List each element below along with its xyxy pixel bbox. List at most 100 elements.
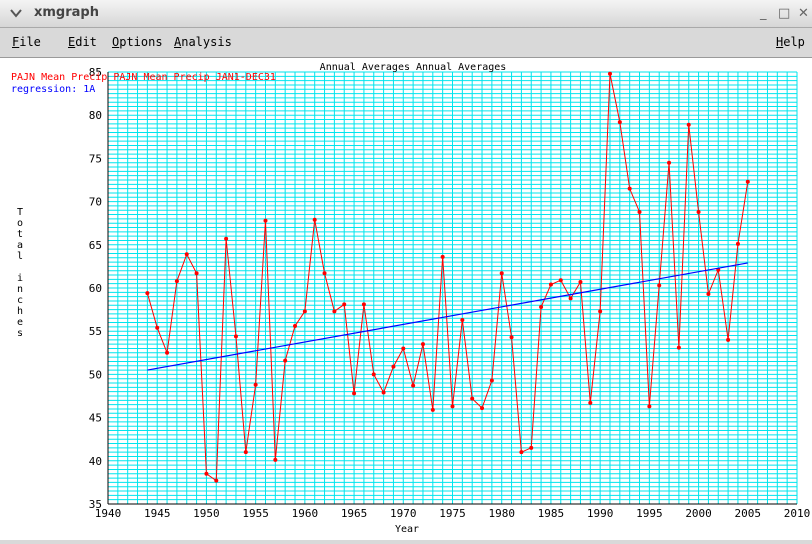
series-point [736,242,740,246]
series-point [746,180,750,184]
x-tick-label: 1995 [636,507,663,520]
series-point [687,123,691,127]
close-button[interactable]: ✕ [798,6,809,21]
window-title: xmgraph [34,5,99,20]
series-point [647,404,651,408]
series-point [519,450,523,454]
series-point [254,383,258,387]
x-tick-label: 1965 [341,507,368,520]
y-axis-label-char: l [17,251,23,262]
series-point [283,359,287,363]
window-titlebar: xmgraph _ □ ✕ [0,0,812,28]
series-point [638,210,642,214]
menu-help[interactable]: Help [776,35,805,49]
series-point [500,271,504,275]
window-menu-icon[interactable] [9,6,23,20]
y-axis-label-char: n [17,284,23,295]
series-point [214,479,218,483]
series-point [559,278,563,282]
series-point [421,342,425,346]
series-point [323,271,327,275]
y-axis-label-char: t [17,229,23,240]
series-point [529,446,533,450]
series-point [155,326,159,330]
series-point [224,237,228,241]
menu-edit[interactable]: Edit [68,35,97,49]
maximize-button[interactable]: □ [778,6,790,21]
legend-series-label: PAJN Mean Precip PAJN Mean Precip JAN1-D… [11,72,276,83]
menubar: File Edit Options Analysis Help [0,28,812,58]
series-point [342,302,346,306]
menu-options[interactable]: Options [112,35,163,49]
y-axis-label: Totalinches [17,207,23,339]
series-point [303,309,307,313]
series-point [578,280,582,284]
y-axis-label-char: T [17,207,23,218]
series-point [431,408,435,412]
y-tick-label: 55 [89,325,102,338]
series-point [313,218,317,222]
x-tick-label: 1960 [292,507,319,520]
series-point [401,346,405,350]
plot-area[interactable]: 1940194519501955196019651970197519801985… [0,58,812,540]
chart-title: Annual Averages Annual Averages [320,62,507,73]
series-point [391,365,395,369]
series-point [411,384,415,388]
x-axis-label: Year [395,524,419,535]
y-axis-label-char: e [17,317,23,328]
precip-chart: 1940194519501955196019651970197519801985… [0,58,812,540]
series-point [332,309,336,313]
series-point [618,120,622,124]
series-point [441,255,445,259]
x-tick-label: 1970 [390,507,417,520]
series-point [460,318,464,322]
series-point [263,219,267,223]
x-tick-label: 2000 [685,507,712,520]
series-point [697,210,701,214]
series-point [244,450,248,454]
series-point [234,334,238,338]
minimize-button[interactable]: _ [760,6,767,21]
series-point [598,309,602,313]
y-tick-label: 65 [89,239,102,252]
series-point [510,335,514,339]
x-tick-label: 1955 [242,507,269,520]
series-point [608,72,612,76]
series-point [451,404,455,408]
series-point [273,458,277,462]
series-point [352,391,356,395]
y-axis-label-char: h [17,306,23,317]
series-point [165,351,169,355]
y-axis-label-char: o [17,218,23,229]
series-point [628,187,632,191]
x-tick-label: 1985 [538,507,565,520]
x-tick-label: 1990 [587,507,614,520]
series-point [569,296,573,300]
y-axis-label-char: s [17,328,23,339]
series-point [195,271,199,275]
series-point [362,302,366,306]
series-point [175,279,179,283]
x-tick-label: 2005 [735,507,762,520]
x-tick-label: 1950 [193,507,220,520]
y-tick-label: 70 [89,196,102,209]
series-point [657,283,661,287]
series-point [667,161,671,165]
series-point [293,324,297,328]
series-point [185,252,189,256]
chart-grid [108,72,797,504]
y-tick-label: 45 [89,412,102,425]
menu-file[interactable]: File [12,35,41,49]
legend-regression-label: regression: 1A [11,84,95,95]
y-tick-label: 60 [89,282,102,295]
series-point [677,346,681,350]
y-tick-label: 35 [89,498,102,511]
menu-analysis[interactable]: Analysis [174,35,232,49]
y-tick-label: 75 [89,152,102,165]
y-axis-label-char: i [17,273,23,284]
series-point [706,292,710,296]
y-tick-label: 80 [89,109,102,122]
y-tick-label: 50 [89,368,102,381]
series-point [549,283,553,287]
series-point [539,305,543,309]
